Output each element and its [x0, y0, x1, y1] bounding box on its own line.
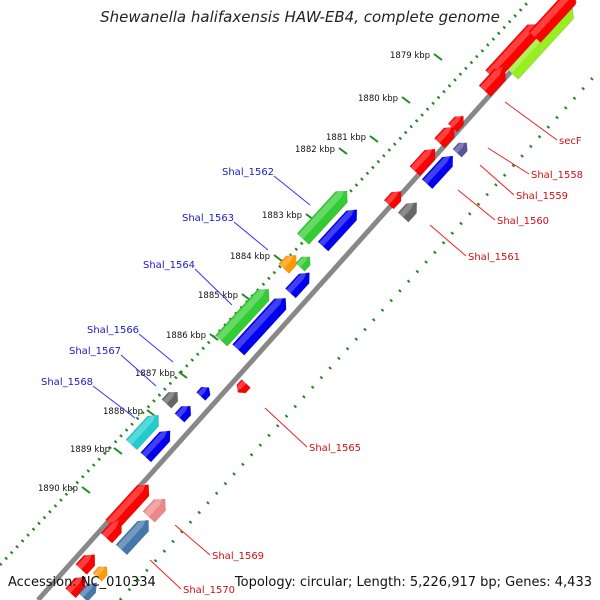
label-leader — [92, 385, 136, 419]
gene-arrow — [296, 188, 348, 245]
topology-text: Topology: circular; Length: 5,226,917 bp… — [234, 575, 592, 590]
gene-arrow — [421, 154, 454, 190]
gene-arrow — [215, 287, 270, 347]
gene-label: Shal_1562 — [222, 167, 274, 178]
gene-label: Shal_1570 — [183, 585, 235, 596]
tick-label: 1882 kbp — [295, 145, 335, 155]
gene-arrow — [447, 114, 464, 133]
gene-arrow — [478, 66, 506, 97]
accession-text: Accession: NC_010334 — [8, 575, 156, 590]
tick-mark — [178, 371, 188, 379]
gene-arrow — [452, 141, 468, 158]
tick-label: 1888 kbp — [103, 407, 143, 417]
tick-mark — [338, 147, 348, 155]
gene-arrow — [100, 519, 122, 544]
gene-arrow — [125, 413, 159, 451]
gene-arrow — [232, 296, 287, 356]
gene-label: Shal_1566 — [87, 325, 139, 336]
gene-arrow — [295, 255, 311, 272]
tick-mark — [401, 96, 411, 104]
gene-label: Shal_1567 — [69, 346, 121, 357]
gene-arrow — [174, 404, 192, 423]
gene-label: Shal_1568 — [41, 377, 93, 388]
label-leader — [194, 268, 233, 306]
tick-label: 1890 kbp — [38, 484, 78, 494]
label-leader — [487, 147, 530, 175]
label-leader — [429, 224, 467, 257]
tick-marks: 1879 kbp 1880 kbp 1881 kbp 1882 kbp 1883 kbp… — [38, 51, 443, 494]
label-leader — [504, 101, 558, 141]
tick-mark — [433, 53, 443, 61]
label-leader — [120, 354, 157, 387]
gene-label: Shal_1563 — [182, 213, 234, 224]
gene-arrow — [115, 518, 149, 556]
gene-arrow — [317, 207, 358, 252]
page-title: Shewanella halifaxensis HAW-EB4, complet… — [100, 8, 500, 26]
tick-label: 1883 kbp — [262, 211, 302, 221]
gene-label: Shal_1560 — [497, 216, 549, 227]
tick-mark — [273, 254, 283, 262]
gene-label: Shal_1559 — [516, 191, 568, 202]
label-leader — [138, 333, 174, 363]
gene-arrow — [397, 200, 418, 223]
label-leader — [457, 189, 496, 221]
gene-arrow — [528, 0, 577, 43]
label-leader — [273, 175, 311, 206]
gene-label: Shal_1569 — [212, 551, 264, 562]
label-leader — [264, 407, 308, 448]
gene-features — [64, 0, 577, 600]
tick-label: 1880 kbp — [358, 94, 398, 104]
tick-label: 1887 kbp — [135, 369, 175, 379]
tick-label: 1884 kbp — [230, 252, 270, 262]
gene-arrow — [433, 124, 455, 149]
gene-label: Shal_1565 — [309, 443, 361, 454]
label-leader — [479, 164, 515, 196]
tick-mark — [369, 135, 379, 143]
gene-arrow — [75, 552, 96, 575]
gene-label: Shal_1564 — [143, 260, 195, 271]
gene-arrow — [92, 565, 108, 582]
gene-labels: Shal_1562 Shal_1563 Shal_1564 Shal_1566 Shal… — [41, 101, 583, 596]
gene-arrow — [142, 496, 166, 523]
tick-label: 1881 kbp — [326, 133, 366, 143]
gene-label: Shal_1561 — [468, 252, 520, 263]
gene-arrow — [278, 253, 297, 274]
gene-label: secF — [559, 136, 582, 147]
gene-arrow — [196, 385, 211, 401]
outer-tick-track — [0, 0, 532, 567]
tick-mark — [113, 447, 123, 455]
label-leader — [174, 524, 211, 556]
label-leader — [233, 221, 269, 251]
gene-arrow — [409, 147, 436, 177]
tick-label: 1886 kbp — [166, 331, 206, 341]
gene-label: Shal_1558 — [531, 170, 583, 181]
gene-arrow — [78, 581, 98, 600]
tick-label: 1879 kbp — [390, 51, 430, 61]
tick-label: 1885 kbp — [198, 291, 238, 301]
gene-arrow — [140, 428, 171, 463]
tick-mark — [146, 409, 156, 417]
gene-arrow — [383, 189, 402, 210]
gene-arrow — [236, 379, 251, 394]
tick-mark — [241, 293, 251, 301]
label-leader — [149, 559, 182, 590]
gene-arrow — [161, 390, 179, 409]
tick-label: 1889 kbp — [70, 445, 110, 455]
tick-mark — [81, 486, 91, 494]
gene-arrow — [284, 270, 310, 299]
